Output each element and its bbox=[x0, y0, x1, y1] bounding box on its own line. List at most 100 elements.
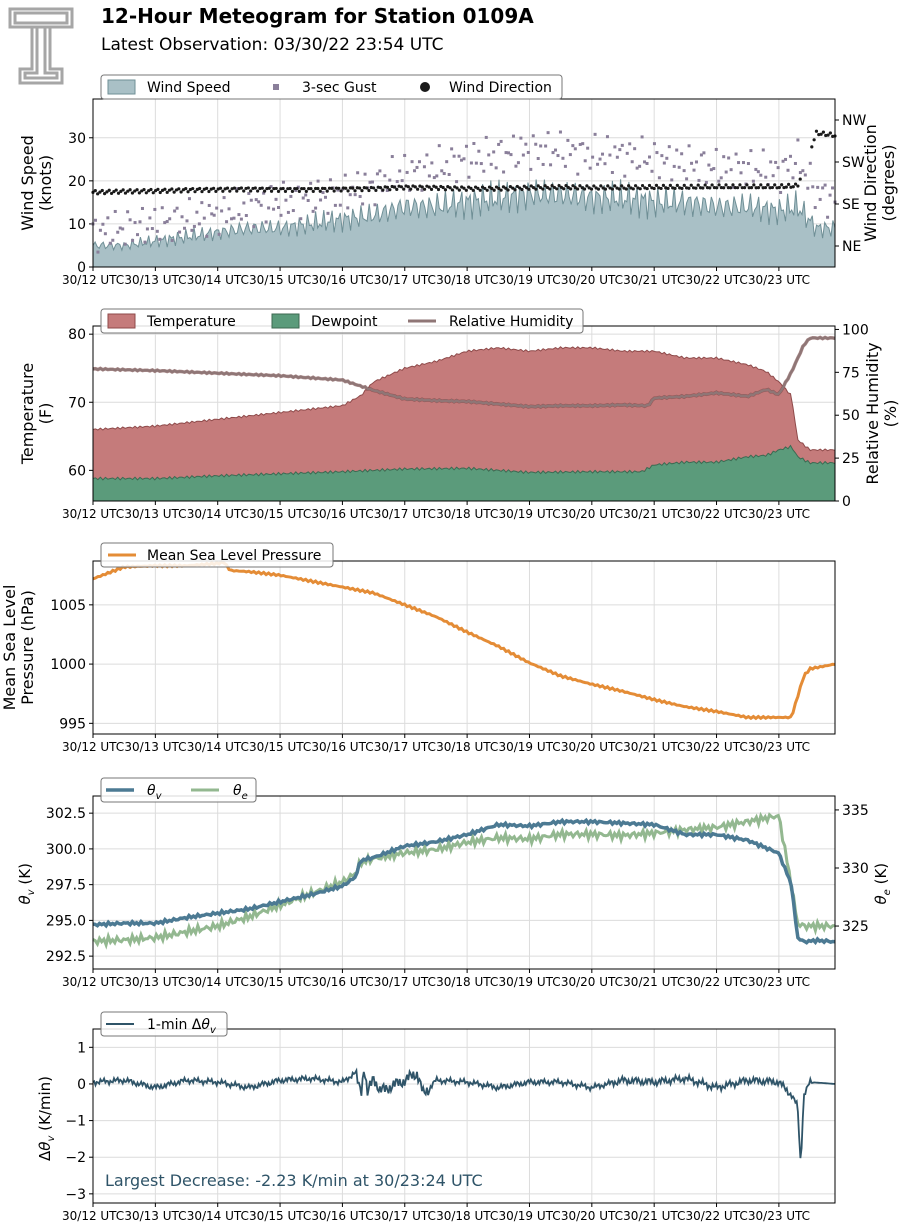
gust-point bbox=[309, 181, 313, 185]
direction-point bbox=[768, 186, 772, 190]
direction-point bbox=[810, 145, 814, 149]
gust-point bbox=[813, 206, 817, 210]
direction-point bbox=[455, 186, 459, 190]
gust-point bbox=[719, 176, 723, 180]
direction-point bbox=[186, 190, 190, 194]
direction-point bbox=[112, 190, 116, 194]
gust-point bbox=[655, 151, 659, 155]
relative-humidity-tick-label: 0 bbox=[842, 494, 851, 510]
legend-direction-swatch bbox=[420, 82, 430, 92]
gust-point bbox=[531, 134, 535, 138]
direction-point bbox=[490, 186, 494, 191]
direction-point bbox=[796, 184, 800, 188]
direction-point bbox=[395, 187, 399, 191]
direction-point bbox=[550, 184, 554, 188]
direction-point bbox=[239, 186, 243, 190]
gust-point bbox=[155, 229, 159, 233]
temperature-area bbox=[92, 346, 836, 502]
direction-point bbox=[742, 186, 747, 190]
gust-point bbox=[378, 169, 382, 173]
direction-point bbox=[469, 186, 473, 190]
x-tick-label: 30/21 UTC bbox=[623, 1209, 685, 1223]
direction-point bbox=[374, 188, 378, 192]
gust-point bbox=[247, 191, 251, 195]
gust-point bbox=[447, 172, 451, 176]
gust-point bbox=[390, 155, 394, 159]
direction-point bbox=[114, 188, 118, 192]
gust-point bbox=[749, 149, 753, 153]
gust-point bbox=[818, 197, 822, 201]
direction-point bbox=[172, 190, 176, 194]
direction-point bbox=[504, 186, 508, 190]
direction-point bbox=[200, 189, 204, 194]
x-tick-label: 30/20 UTC bbox=[561, 975, 623, 989]
gust-point bbox=[175, 206, 179, 210]
direction-point bbox=[327, 186, 332, 190]
gust-point bbox=[395, 180, 399, 184]
direction-point bbox=[680, 186, 684, 190]
legend-theta-e-label: θe bbox=[233, 783, 248, 802]
wind-speed-tick-label: 0 bbox=[77, 260, 86, 276]
direction-point bbox=[798, 177, 802, 181]
wind-direction-tick-label: SW bbox=[842, 155, 865, 171]
gust-point bbox=[556, 154, 560, 158]
x-tick-label: 30/16 UTC bbox=[311, 507, 373, 521]
theta-v-axis-label: θv (K) bbox=[16, 863, 37, 904]
direction-point bbox=[402, 187, 406, 191]
gust-point bbox=[586, 146, 590, 150]
gust-point bbox=[482, 169, 486, 173]
direction-point bbox=[724, 183, 728, 187]
direction-point bbox=[613, 184, 617, 188]
direction-point bbox=[443, 188, 448, 192]
x-tick-label: 30/22 UTC bbox=[686, 740, 748, 754]
dtheta-legend bbox=[100, 1011, 228, 1037]
gust-point bbox=[551, 151, 555, 155]
gust-point bbox=[232, 216, 236, 220]
direction-point bbox=[710, 183, 714, 187]
gust-point bbox=[178, 230, 182, 234]
gust-point bbox=[598, 157, 602, 161]
direction-point bbox=[812, 138, 816, 142]
gust-point bbox=[786, 168, 790, 172]
gust-point bbox=[618, 148, 622, 152]
gust-point bbox=[504, 151, 508, 155]
direction-point bbox=[569, 187, 573, 191]
gust-point bbox=[546, 131, 550, 135]
gust-point bbox=[346, 206, 350, 210]
gust-point bbox=[123, 242, 127, 246]
gust-point bbox=[333, 203, 337, 207]
x-tick-label: 30/12 UTC bbox=[62, 740, 124, 754]
gust-point bbox=[526, 150, 530, 154]
direction-point bbox=[96, 192, 100, 196]
x-tick-label: 30/12 UTC bbox=[62, 273, 124, 287]
direction-point bbox=[334, 186, 339, 190]
gust-point bbox=[529, 167, 533, 171]
legend-rh-label: Relative Humidity bbox=[449, 314, 573, 330]
direction-point bbox=[316, 186, 320, 191]
gust-point bbox=[781, 159, 785, 163]
x-tick-label: 30/16 UTC bbox=[311, 1209, 373, 1223]
direction-point bbox=[246, 186, 250, 190]
direction-point bbox=[624, 187, 628, 191]
direction-point bbox=[515, 184, 519, 189]
direction-point bbox=[320, 186, 325, 190]
direction-point bbox=[826, 133, 830, 137]
direction-point bbox=[353, 189, 357, 193]
direction-point bbox=[348, 186, 352, 190]
gust-point bbox=[650, 169, 654, 173]
direction-point bbox=[309, 187, 313, 191]
direction-point bbox=[272, 187, 276, 191]
page-subtitle: Latest Observation: 03/30/22 23:54 UTC bbox=[101, 35, 444, 55]
gust-point bbox=[798, 171, 802, 175]
gust-point bbox=[413, 169, 417, 173]
gust-point bbox=[457, 154, 461, 158]
x-tick-label: 30/12 UTC bbox=[62, 975, 124, 989]
gust-point bbox=[779, 190, 783, 194]
gust-point bbox=[425, 153, 429, 157]
x-tick-label: 30/13 UTC bbox=[124, 507, 186, 521]
x-tick-label: 30/20 UTC bbox=[561, 507, 623, 521]
x-tick-label: 30/12 UTC bbox=[62, 1209, 124, 1223]
direction-point bbox=[427, 185, 431, 189]
gust-point bbox=[697, 178, 701, 182]
gust-point bbox=[615, 155, 619, 159]
